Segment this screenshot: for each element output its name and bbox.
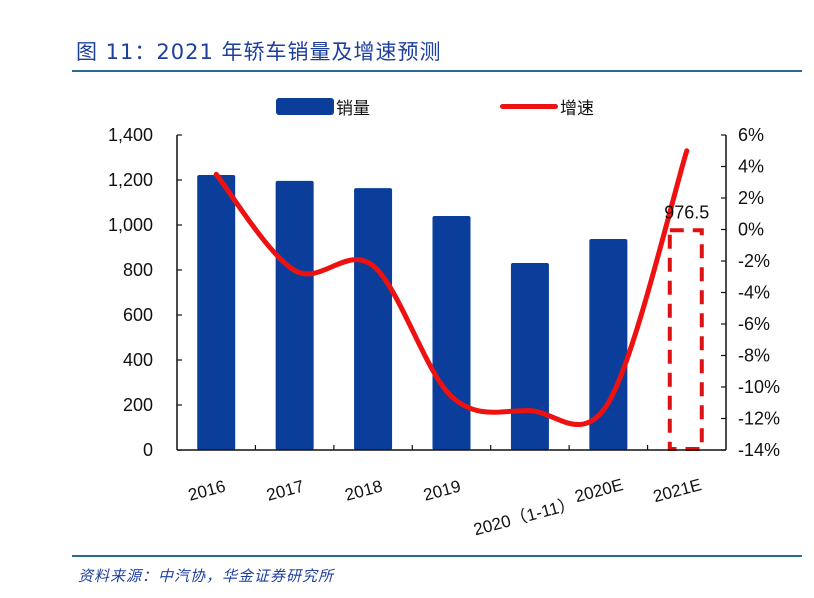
- left-tick-label: 800: [123, 260, 153, 280]
- sales-bar: [432, 216, 471, 450]
- right-tick-label: -6%: [738, 314, 770, 334]
- category-label: 2021E: [651, 475, 703, 506]
- right-tick-label: -8%: [738, 346, 770, 366]
- sales-bar: [275, 180, 314, 450]
- sales-bar: [510, 263, 549, 450]
- legend-item-growth: 增速: [500, 94, 594, 119]
- bar-series: [197, 175, 704, 451]
- forecast-value-label: 976.5: [664, 202, 709, 222]
- left-tick-label: 400: [123, 350, 153, 370]
- source-divider: [72, 555, 802, 557]
- right-tick-label: 2%: [738, 188, 764, 208]
- right-tick-label: 4%: [738, 157, 764, 177]
- legend-bar-swatch: [276, 98, 334, 115]
- line-series: [213, 148, 690, 428]
- right-tick-label: 6%: [738, 125, 764, 145]
- legend-sales-label: 销量: [336, 99, 370, 119]
- category-label: 2016: [186, 477, 227, 505]
- right-tick-label: -10%: [738, 377, 780, 397]
- right-tick-label: -4%: [738, 283, 770, 303]
- title-divider: [72, 70, 802, 72]
- sales-bar: [197, 175, 236, 451]
- left-tick-label: 1,400: [108, 125, 153, 145]
- right-tick-label: -12%: [738, 409, 780, 429]
- category-label: 2018: [343, 477, 384, 505]
- sales-bar: [354, 188, 393, 450]
- chart-title: 图 11：2021 年轿车销量及增速预测: [76, 40, 442, 64]
- forecast-bar-outline: [667, 228, 704, 451]
- right-tick-label: -14%: [738, 440, 780, 460]
- category-label: 2020E: [573, 475, 625, 506]
- x-axis: 2016 2017 2018 2019 2020（1-11）2020E 2021E: [177, 445, 726, 539]
- legend-item-sales: 销量: [276, 94, 370, 119]
- left-tick-label: 1,200: [108, 170, 153, 190]
- source-note: 资料来源：中汽协，华金证券研究所: [78, 567, 335, 585]
- left-tick-label: 600: [123, 305, 153, 325]
- category-label: 2019: [421, 477, 462, 505]
- legend-growth-label: 增速: [560, 99, 594, 119]
- right-tick-label: -2%: [738, 251, 770, 271]
- right-axis: -14% -12% -10% -8% -6% -4% -2% 0% 2% 4% 6%: [721, 125, 780, 460]
- category-label: 2017: [264, 477, 305, 505]
- left-tick-label: 200: [123, 395, 153, 415]
- right-tick-label: 0%: [738, 220, 764, 240]
- growth-line: [213, 148, 690, 428]
- left-tick-label: 0: [143, 440, 153, 460]
- left-tick-label: 1,000: [108, 215, 153, 235]
- sales-bar: [589, 238, 628, 450]
- legend: 销量 增速: [0, 94, 814, 119]
- category-label: 2020（1-11）: [472, 494, 578, 539]
- legend-line-swatch: [500, 104, 558, 109]
- left-axis: 0 200 400 600 800 1,000 1,200 1,400: [108, 125, 182, 460]
